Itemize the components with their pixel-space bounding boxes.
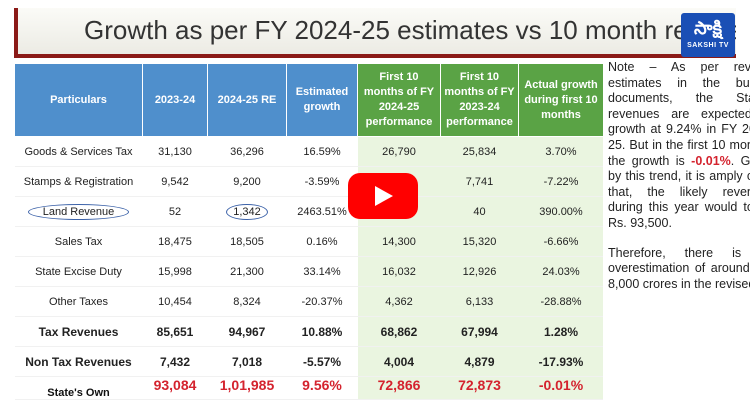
cell-first10-2023-24: 72,873 bbox=[440, 376, 519, 400]
cell-estimated-growth: 2463.51% bbox=[286, 196, 358, 227]
note-paragraph-2: Therefore, there is an overestimation of… bbox=[608, 245, 750, 291]
cell-estimated-growth: -20.37% bbox=[286, 286, 358, 317]
cell-particular: Land Revenue bbox=[14, 196, 143, 227]
cell-particular: State's Own bbox=[14, 376, 143, 400]
cell-actual-growth: 3.70% bbox=[518, 136, 603, 167]
cell-2024-25-re: 36,296 bbox=[207, 136, 287, 167]
header-first10-2023-24: First 10 months of FY 2023-24 performanc… bbox=[440, 63, 519, 137]
cell-first10-2024-25: 4,362 bbox=[357, 286, 441, 317]
cell-first10-2024-25: 16,032 bbox=[357, 256, 441, 287]
cell-2023-24: 15,998 bbox=[142, 256, 208, 287]
cell-first10-2024-25: 4,004 bbox=[357, 346, 441, 377]
table-row-own-revenue: State's Own 93,084 1,01,985 9.56% 72,866… bbox=[14, 376, 603, 400]
cell-first10-2024-25: 14,300 bbox=[357, 226, 441, 257]
cell-estimated-growth: -5.57% bbox=[286, 346, 358, 377]
cell-actual-growth: -0.01% bbox=[518, 376, 603, 400]
cell-first10-2023-24: 40 bbox=[440, 196, 519, 227]
table-row-total: Tax Revenues 85,651 94,967 10.88% 68,862… bbox=[14, 316, 603, 347]
cell-particular: Other Taxes bbox=[14, 286, 143, 317]
note-panel: Note – As per revised estimates in the b… bbox=[608, 60, 750, 400]
note-paragraph-1: Note – As per revised estimates in the b… bbox=[608, 60, 750, 232]
cell-actual-growth: -28.88% bbox=[518, 286, 603, 317]
cell-estimated-growth: 33.14% bbox=[286, 256, 358, 287]
note-negative-growth: -0.01% bbox=[691, 153, 731, 168]
play-icon bbox=[375, 186, 393, 206]
table-row: Goods & Services Tax 31,130 36,296 16.59… bbox=[14, 136, 603, 167]
cell-2024-25-re: 21,300 bbox=[207, 256, 287, 287]
cell-particular: Sales Tax bbox=[14, 226, 143, 257]
cell-2023-24: 52 bbox=[142, 196, 208, 227]
cell-actual-growth: -17.93% bbox=[518, 346, 603, 377]
cell-first10-2023-24: 6,133 bbox=[440, 286, 519, 317]
table-row-total: Non Tax Revenues 7,432 7,018 -5.57% 4,00… bbox=[14, 346, 603, 377]
cell-2023-24: 85,651 bbox=[142, 316, 208, 347]
cell-particular: Non Tax Revenues bbox=[14, 346, 143, 377]
highlight-ring: Land Revenue bbox=[27, 203, 130, 220]
title-bar: Growth as per FY 2024-25 estimates vs 10… bbox=[14, 8, 736, 58]
page-title: Growth as per FY 2024-25 estimates vs 10… bbox=[84, 15, 736, 45]
cell-2024-25-re: 18,505 bbox=[207, 226, 287, 257]
table-row: Land Revenue 52 1,342 2463.51% 40 390.00… bbox=[14, 196, 603, 227]
highlight-ring: 1,342 bbox=[226, 203, 268, 220]
cell-first10-2023-24: 7,741 bbox=[440, 166, 519, 197]
header-estimated-growth: Estimated growth bbox=[286, 63, 358, 137]
revenue-table: Particulars 2023-24 2024-25 RE Estimated… bbox=[14, 63, 603, 400]
cell-particular: Stamps & Registration bbox=[14, 166, 143, 197]
table-row: Other Taxes 10,454 8,324 -20.37% 4,362 6… bbox=[14, 286, 603, 317]
sakshi-tv-logo: సాక్షి SAKSHI TV bbox=[681, 13, 735, 57]
cell-particular: Tax Revenues bbox=[14, 316, 143, 347]
cell-first10-2024-25: 26,790 bbox=[357, 136, 441, 167]
cell-first10-2023-24: 12,926 bbox=[440, 256, 519, 287]
revenue-table-container: Particulars 2023-24 2024-25 RE Estimated… bbox=[14, 63, 603, 400]
cell-first10-2024-25: 72,866 bbox=[357, 376, 441, 400]
cell-estimated-growth: 0.16% bbox=[286, 226, 358, 257]
header-2024-25-re: 2024-25 RE bbox=[207, 63, 287, 137]
cell-actual-growth: -7.22% bbox=[518, 166, 603, 197]
cell-2024-25-re: 1,01,985 bbox=[207, 376, 287, 400]
table-header-row: Particulars 2023-24 2024-25 RE Estimated… bbox=[14, 63, 603, 137]
cell-2024-25-re: 9,200 bbox=[207, 166, 287, 197]
cell-first10-2023-24: 4,879 bbox=[440, 346, 519, 377]
cell-estimated-growth: -3.59% bbox=[286, 166, 358, 197]
header-first10-2024-25: First 10 months of FY 2024-25 performanc… bbox=[357, 63, 441, 137]
cell-2023-24: 7,432 bbox=[142, 346, 208, 377]
table-row: State Excise Duty 15,998 21,300 33.14% 1… bbox=[14, 256, 603, 287]
cell-2023-24: 10,454 bbox=[142, 286, 208, 317]
header-2023-24: 2023-24 bbox=[142, 63, 208, 137]
cell-first10-2023-24: 25,834 bbox=[440, 136, 519, 167]
cell-first10-2024-25: 68,862 bbox=[357, 316, 441, 347]
cell-2024-25-re: 1,342 bbox=[207, 196, 287, 227]
logo-sub-text: SAKSHI TV bbox=[687, 42, 729, 49]
cell-2024-25-re: 94,967 bbox=[207, 316, 287, 347]
cell-actual-growth: 24.03% bbox=[518, 256, 603, 287]
header-particulars: Particulars bbox=[14, 63, 143, 137]
cell-2023-24: 31,130 bbox=[142, 136, 208, 167]
cell-estimated-growth: 16.59% bbox=[286, 136, 358, 167]
cell-actual-growth: 1.28% bbox=[518, 316, 603, 347]
cell-2024-25-re: 7,018 bbox=[207, 346, 287, 377]
note-text-b: . Going by this trend, it is amply clear… bbox=[608, 153, 750, 230]
table-row: Sales Tax 18,475 18,505 0.16% 14,300 15,… bbox=[14, 226, 603, 257]
logo-main-text: సాక్షి bbox=[694, 18, 722, 39]
cell-actual-growth: 390.00% bbox=[518, 196, 603, 227]
cell-2023-24: 18,475 bbox=[142, 226, 208, 257]
cell-estimated-growth: 9.56% bbox=[286, 376, 358, 400]
cell-estimated-growth: 10.88% bbox=[286, 316, 358, 347]
cell-2023-24: 93,084 bbox=[142, 376, 208, 400]
note-text-a: Note – As per revised estimates in the b… bbox=[608, 60, 750, 168]
cell-2023-24: 9,542 bbox=[142, 166, 208, 197]
table-row: Stamps & Registration 9,542 9,200 -3.59%… bbox=[14, 166, 603, 197]
youtube-play-button[interactable] bbox=[348, 173, 418, 219]
cell-2024-25-re: 8,324 bbox=[207, 286, 287, 317]
header-actual-growth: Actual growth during first 10 months bbox=[518, 63, 603, 137]
cell-first10-2023-24: 15,320 bbox=[440, 226, 519, 257]
cell-particular: State Excise Duty bbox=[14, 256, 143, 287]
cell-first10-2023-24: 67,994 bbox=[440, 316, 519, 347]
cell-actual-growth: -6.66% bbox=[518, 226, 603, 257]
cell-particular: Goods & Services Tax bbox=[14, 136, 143, 167]
